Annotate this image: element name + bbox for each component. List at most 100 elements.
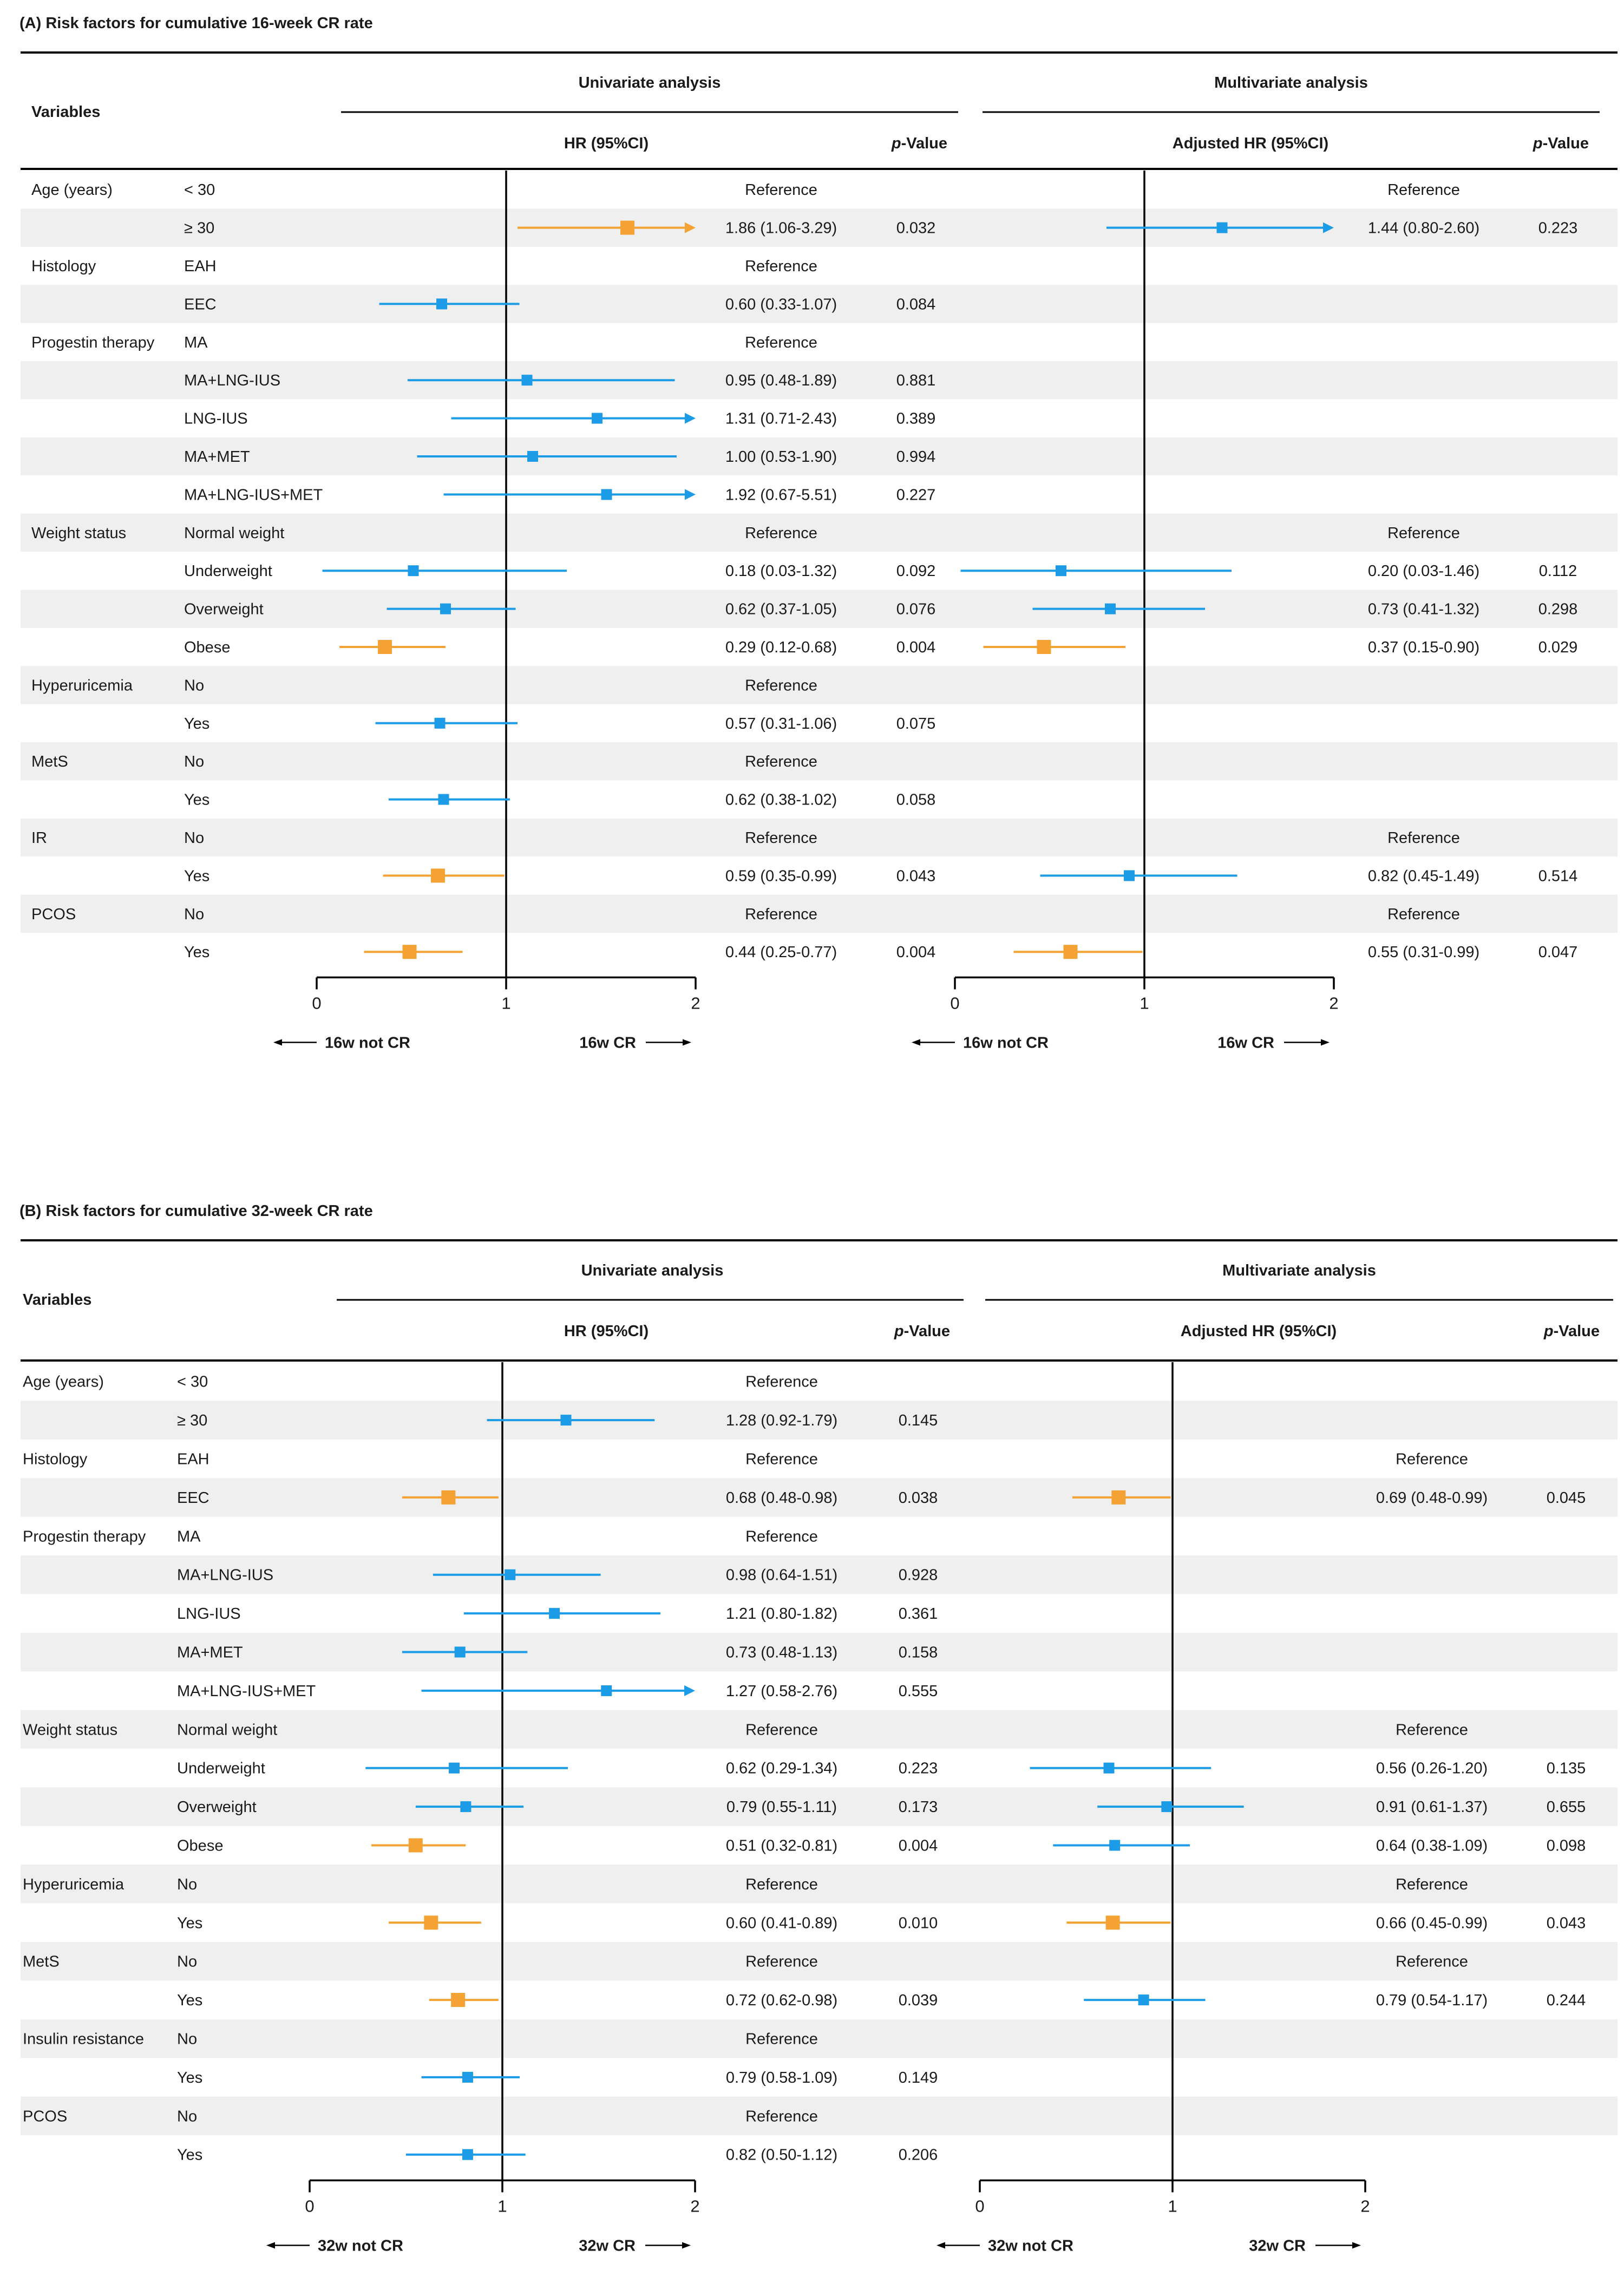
univariate-hr-value: 1.27 (0.58-2.76)	[726, 1683, 837, 1700]
univariate-p-value: 0.076	[896, 601, 936, 618]
univariate-hr-value: Reference	[745, 2108, 818, 2125]
p-suffix: -Value	[904, 1323, 950, 1340]
row-band	[21, 2096, 1618, 2135]
level-label: Yes	[177, 2147, 202, 2164]
univariate-p-value: 0.004	[896, 944, 936, 961]
left-arrow-icon	[912, 1039, 920, 1046]
p-italic: p	[894, 1323, 904, 1340]
multivariate-hr-value: Reference	[1387, 829, 1460, 847]
univariate-p-value: 0.092	[896, 563, 936, 580]
univariate-hr-value: Reference	[745, 753, 817, 770]
multivariate-hr-value: 0.69 (0.48-0.99)	[1376, 1489, 1488, 1507]
multivariate-point-estimate	[1138, 1994, 1149, 2006]
univariate-hr-value: 1.92 (0.67-5.51)	[725, 486, 837, 503]
multivariate-ci-arrow	[1323, 222, 1334, 233]
multivariate-x-tick-label: 0	[975, 2196, 984, 2215]
variable-label: MetS	[31, 753, 68, 770]
level-label: < 30	[184, 181, 215, 199]
univariate-p-value: 0.010	[899, 1914, 938, 1932]
variable-label: Histology	[31, 258, 96, 275]
univariate-hr-value: Reference	[745, 1451, 818, 1468]
multivariate-p-value: 0.298	[1538, 601, 1578, 618]
level-label: Yes	[177, 2069, 202, 2087]
row-band	[21, 513, 1618, 552]
p-italic: p	[1543, 1323, 1554, 1340]
multivariate-hr-value: 0.37 (0.15-0.90)	[1368, 639, 1479, 656]
panel-title: (B) Risk factors for cumulative 32-week …	[19, 1202, 373, 1220]
multivariate-x-tick-label: 0	[950, 993, 959, 1012]
univariate-p-value: 0.145	[899, 1412, 938, 1429]
univariate-hr-value: Reference	[745, 2031, 818, 2048]
univariate-p-value: 0.158	[899, 1644, 938, 1662]
univariate-point-estimate	[521, 375, 533, 386]
multivariate-hr-value: 0.79 (0.54-1.17)	[1376, 1992, 1488, 2009]
multivariate-hr-value: 0.82 (0.45-1.49)	[1368, 867, 1479, 885]
row-band	[21, 1942, 1618, 1981]
multivariate-point-estimate	[1124, 870, 1135, 881]
multivariate-point-estimate	[1105, 1915, 1120, 1930]
variable-label: Progestin therapy	[31, 334, 155, 351]
variable-label: Age (years)	[31, 181, 113, 199]
multivariate-hr-value: 1.44 (0.80-2.60)	[1368, 220, 1479, 237]
multivariate-hr-value: Reference	[1387, 181, 1460, 199]
level-label: No	[177, 1953, 197, 1971]
multivariate-hr-value: 0.20 (0.03-1.46)	[1368, 563, 1479, 580]
multivariate-p-header: p-Value	[1533, 135, 1589, 152]
multivariate-p-value: 0.655	[1547, 1798, 1586, 1816]
row-band	[21, 2019, 1618, 2058]
multivariate-hr-value: Reference	[1396, 1876, 1468, 1893]
level-label: < 30	[177, 1374, 208, 1391]
hr-header: HR (95%CI)	[564, 1323, 649, 1340]
level-label: MA+LNG-IUS	[177, 1567, 273, 1584]
level-label: No	[184, 677, 204, 694]
univariate-ci-arrow	[685, 413, 696, 424]
univariate-p-value: 0.038	[899, 1489, 938, 1507]
multivariate-p-value: 0.244	[1547, 1992, 1586, 2009]
univariate-point-estimate	[462, 2149, 473, 2160]
multivariate-x-tick-label: 2	[1329, 993, 1338, 1012]
level-label: MA+LNG-IUS+MET	[177, 1683, 316, 1700]
univariate-hr-value: 0.62 (0.37-1.05)	[725, 601, 837, 618]
univariate-hr-value: 0.62 (0.29-1.34)	[726, 1760, 837, 1777]
left-arrow-icon	[266, 2242, 275, 2249]
multivariate-point-estimate	[1216, 222, 1228, 233]
level-label: Normal weight	[177, 1721, 277, 1738]
univariate-hr-value: Reference	[745, 1721, 818, 1738]
univariate-hr-value: 0.51 (0.32-0.81)	[726, 1837, 837, 1855]
row-band	[21, 818, 1618, 857]
p-suffix: -Value	[1543, 135, 1589, 152]
univariate-p-value: 0.928	[899, 1567, 938, 1584]
multivariate-hr-value: 0.64 (0.38-1.09)	[1376, 1837, 1488, 1855]
multivariate-x-tick-label: 1	[1140, 993, 1149, 1012]
variable-label: Weight status	[31, 525, 126, 542]
univariate-point-estimate	[424, 1915, 438, 1930]
level-label: No	[184, 906, 204, 923]
univariate-hr-value: 0.57 (0.31-1.06)	[725, 715, 837, 732]
univariate-x-tick-label: 2	[690, 2196, 699, 2215]
multivariate-p-value: 0.098	[1547, 1837, 1586, 1855]
univariate-p-value: 0.004	[899, 1837, 938, 1855]
row-band	[21, 437, 1618, 476]
level-label: Underweight	[184, 563, 272, 580]
right-arrow-icon	[1352, 2242, 1361, 2249]
variable-label: Hyperuricemia	[23, 1876, 125, 1893]
level-label: EAH	[177, 1451, 209, 1468]
multivariate-point-estimate	[1063, 945, 1078, 959]
level-label: Yes	[184, 944, 209, 961]
right-arrow-icon	[1321, 1039, 1330, 1046]
univariate-p-value: 0.075	[896, 715, 936, 732]
univariate-p-value: 0.881	[896, 372, 936, 389]
univariate-p-value: 0.555	[899, 1683, 938, 1700]
univariate-hr-value: 1.28 (0.92-1.79)	[726, 1412, 837, 1429]
row-band	[21, 742, 1618, 781]
univariate-point-estimate	[505, 1569, 516, 1580]
row-band	[21, 1632, 1618, 1672]
level-label: Overweight	[184, 601, 264, 618]
multivariate-point-estimate	[1103, 1762, 1115, 1774]
univariate-point-estimate	[560, 1415, 572, 1426]
multivariate-p-value: 0.043	[1547, 1914, 1586, 1932]
univariate-point-estimate	[402, 945, 417, 959]
univariate-right-direction-label: 32w CR	[579, 2237, 636, 2254]
row-band	[21, 1710, 1618, 1749]
